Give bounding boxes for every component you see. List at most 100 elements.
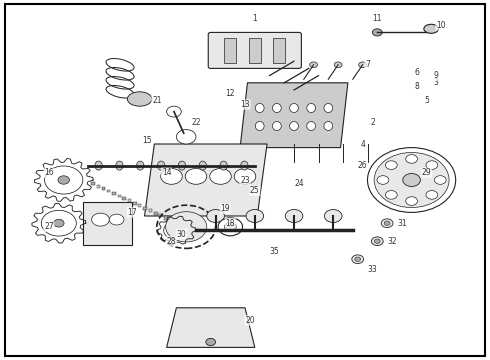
Circle shape	[206, 338, 216, 346]
Text: 18: 18	[225, 219, 235, 228]
Circle shape	[41, 210, 76, 236]
Text: 10: 10	[436, 21, 446, 30]
Circle shape	[374, 239, 380, 243]
Ellipse shape	[290, 122, 298, 131]
Circle shape	[386, 190, 397, 199]
Circle shape	[372, 29, 382, 36]
Text: 32: 32	[387, 237, 397, 246]
Ellipse shape	[127, 92, 152, 106]
Circle shape	[167, 106, 181, 117]
Text: 13: 13	[240, 100, 250, 109]
Ellipse shape	[137, 161, 144, 170]
Circle shape	[324, 210, 342, 222]
Text: 7: 7	[365, 60, 370, 69]
Text: 12: 12	[225, 89, 235, 98]
Circle shape	[334, 62, 342, 68]
Text: 8: 8	[414, 82, 419, 91]
Bar	[112, 192, 116, 195]
Text: 11: 11	[372, 14, 382, 23]
Bar	[118, 194, 121, 197]
Text: 21: 21	[152, 96, 162, 105]
Ellipse shape	[324, 122, 333, 131]
Text: 31: 31	[397, 219, 407, 228]
Circle shape	[45, 166, 83, 194]
Ellipse shape	[178, 161, 186, 170]
Circle shape	[224, 222, 236, 231]
Circle shape	[176, 130, 196, 144]
Circle shape	[426, 161, 438, 170]
Text: 20: 20	[245, 316, 255, 325]
Text: 17: 17	[127, 208, 137, 217]
Text: 9: 9	[434, 71, 439, 80]
Ellipse shape	[220, 161, 227, 170]
Ellipse shape	[307, 104, 316, 112]
Circle shape	[434, 176, 446, 184]
Circle shape	[92, 213, 109, 226]
Text: 29: 29	[421, 168, 431, 177]
Circle shape	[403, 174, 420, 186]
Bar	[101, 187, 105, 190]
Bar	[91, 182, 95, 185]
Text: 15: 15	[142, 136, 152, 145]
Circle shape	[355, 257, 361, 261]
Ellipse shape	[272, 104, 281, 112]
Ellipse shape	[199, 161, 206, 170]
Text: 28: 28	[167, 237, 176, 246]
Text: 1: 1	[252, 14, 257, 23]
Circle shape	[359, 62, 367, 68]
Text: 25: 25	[250, 186, 260, 195]
Circle shape	[53, 219, 64, 227]
Polygon shape	[240, 83, 348, 148]
Text: 22: 22	[191, 118, 201, 127]
Text: 4: 4	[360, 140, 365, 149]
Text: 14: 14	[162, 168, 172, 177]
Ellipse shape	[307, 122, 316, 131]
Circle shape	[386, 161, 397, 170]
Ellipse shape	[241, 161, 248, 170]
Polygon shape	[145, 144, 267, 216]
Circle shape	[384, 221, 390, 225]
Text: 16: 16	[44, 168, 54, 177]
Bar	[139, 204, 142, 207]
Ellipse shape	[157, 161, 165, 170]
Text: 24: 24	[294, 179, 304, 188]
Circle shape	[210, 168, 231, 184]
Circle shape	[172, 228, 180, 233]
Bar	[107, 190, 110, 193]
Circle shape	[406, 197, 417, 205]
Text: 35: 35	[270, 248, 279, 256]
Text: 30: 30	[176, 230, 186, 239]
Bar	[143, 207, 147, 210]
Bar	[122, 197, 126, 200]
Circle shape	[218, 218, 243, 236]
Bar	[273, 38, 285, 63]
Circle shape	[161, 168, 182, 184]
Ellipse shape	[424, 24, 439, 33]
Circle shape	[377, 176, 389, 184]
Circle shape	[426, 190, 438, 199]
Ellipse shape	[290, 104, 298, 112]
Ellipse shape	[116, 161, 123, 170]
FancyBboxPatch shape	[208, 32, 301, 68]
Circle shape	[285, 210, 303, 222]
Circle shape	[352, 255, 364, 264]
Circle shape	[368, 148, 456, 212]
Bar	[97, 185, 100, 188]
Circle shape	[371, 237, 383, 246]
Circle shape	[207, 210, 224, 222]
Circle shape	[310, 62, 318, 68]
Circle shape	[166, 212, 207, 242]
Circle shape	[164, 221, 189, 240]
Ellipse shape	[272, 122, 281, 131]
Circle shape	[58, 176, 70, 184]
Bar	[249, 38, 261, 63]
Text: 2: 2	[370, 118, 375, 127]
Bar	[83, 202, 132, 245]
Ellipse shape	[255, 104, 264, 112]
Text: 5: 5	[424, 96, 429, 105]
Bar	[224, 38, 236, 63]
Ellipse shape	[324, 104, 333, 112]
Text: 23: 23	[240, 176, 250, 185]
Bar	[164, 216, 168, 220]
Bar	[128, 199, 131, 202]
